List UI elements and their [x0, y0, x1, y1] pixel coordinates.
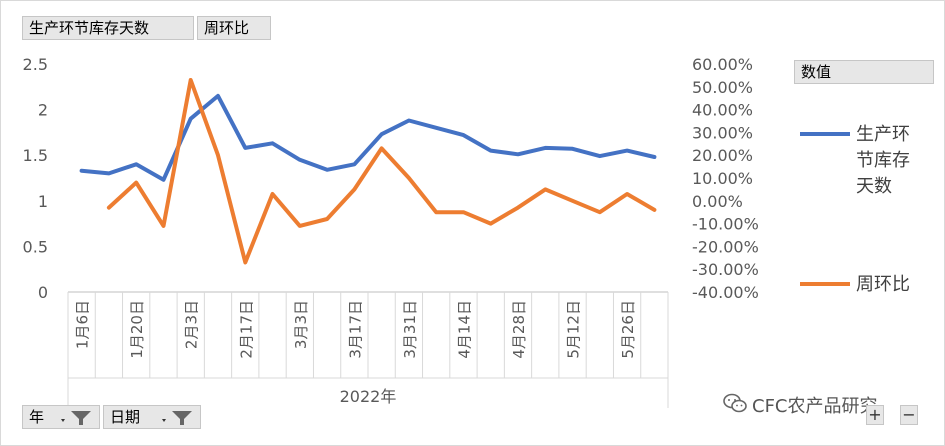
legend-title: 数值 — [794, 60, 934, 84]
collapse-field-button[interactable]: − — [900, 405, 918, 425]
series-1-point — [325, 168, 329, 172]
series-1-point — [461, 133, 465, 137]
legend-label-series-1: 生产环 — [856, 124, 910, 145]
series-1-point — [161, 178, 165, 182]
y-right-tick-label: 20.00% — [692, 146, 753, 165]
series-2-point — [407, 176, 411, 180]
series-1-point — [571, 147, 575, 151]
x-tick-label: 3月3日 — [292, 300, 310, 349]
row-field-date-label: 日期 — [110, 408, 141, 426]
series-2-point — [543, 187, 547, 191]
series-lines — [79, 78, 657, 265]
y-left-tick-label: 2.5 — [23, 55, 48, 74]
series-1-point — [543, 146, 547, 150]
series-1-point — [134, 162, 138, 166]
x-axis: 1月6日 1月20日 2月3日 2月17日 3月3日 3月17日 3月31日 4月14日 4月2… — [67, 291, 669, 408]
x-tick-label: 4月14日 — [455, 300, 473, 359]
row-field-button-date[interactable]: 日期 — [103, 405, 201, 429]
y-right-tick-label: 0.00% — [692, 192, 743, 211]
series-2-point — [461, 210, 465, 214]
row-field-button-year[interactable]: 年 — [22, 405, 100, 429]
series-2-point — [243, 260, 247, 264]
series-2-point — [380, 146, 384, 150]
right-y-axis: -40.00% -30.00% -20.00% -10.00% 0.00% 10.00% 2… — [692, 55, 759, 302]
series-1-point — [352, 162, 356, 166]
y-left-tick-label: 0 — [38, 283, 48, 302]
x-tick-label: 2月17日 — [237, 300, 255, 359]
x-tick-label: 4月28日 — [510, 300, 528, 359]
series-2-point — [107, 206, 111, 210]
series-1-point — [489, 149, 493, 153]
value-field-button-wow[interactable]: 周环比 — [197, 16, 271, 40]
legend-label-series-2: 周环比 — [856, 274, 910, 295]
wechat-icon — [723, 393, 747, 413]
watermark-text: CFC农产品研究 — [752, 396, 878, 417]
y-right-tick-label: 40.00% — [692, 101, 753, 120]
y-right-tick-label: 50.00% — [692, 78, 753, 97]
y-right-tick-label: -20.00% — [692, 237, 759, 256]
series-1-point — [625, 149, 629, 153]
series-2-point — [489, 222, 493, 226]
series-1-point — [380, 132, 384, 136]
x-tick-label: 1月20日 — [128, 300, 146, 359]
series-1-point — [652, 155, 656, 159]
row-field-year-label: 年 — [29, 408, 45, 426]
left-y-axis: 0 0.5 1 1.5 2 2.5 — [23, 55, 48, 302]
series-2-point — [434, 210, 438, 214]
y-right-tick-label: 30.00% — [692, 123, 753, 142]
expand-field-button[interactable]: + — [866, 405, 884, 425]
series-1-point — [107, 171, 111, 175]
y-right-tick-label: -40.00% — [692, 283, 759, 302]
series-2-point — [516, 206, 520, 210]
series-1-point — [216, 94, 220, 98]
y-left-tick-label: 0.5 — [23, 237, 48, 256]
series-1-point — [434, 126, 438, 130]
filter-dropdown-icon[interactable] — [156, 409, 196, 427]
series-1-point — [80, 169, 84, 173]
series-2-point — [298, 224, 302, 228]
y-left-tick-label: 1.5 — [23, 146, 48, 165]
y-left-tick-label: 2 — [38, 101, 48, 120]
legend-label-series-1: 天数 — [856, 176, 892, 197]
y-right-tick-label: -10.00% — [692, 215, 759, 234]
series-2-point — [161, 224, 165, 228]
x-tick-label: 3月17日 — [346, 300, 364, 359]
series-2-point — [271, 192, 275, 196]
series-line-2 — [106, 78, 657, 265]
filter-dropdown-icon[interactable] — [55, 409, 95, 427]
series-1-point — [243, 146, 247, 150]
y-left-tick-label: 1 — [38, 192, 48, 211]
value-field-button-inventory-days[interactable]: 生产环节库存天数 — [22, 16, 194, 40]
x-group-label: 2022年 — [340, 387, 397, 406]
x-tick-label: 2月3日 — [183, 300, 201, 349]
series-1-point — [407, 119, 411, 123]
series-2-point — [598, 210, 602, 214]
x-tick-label: 5月26日 — [619, 300, 637, 359]
x-tick-label: 3月31日 — [401, 300, 419, 359]
series-2-point — [352, 187, 356, 191]
series-1-point — [189, 117, 193, 121]
y-right-tick-label: -30.00% — [692, 260, 759, 279]
series-1-point — [271, 141, 275, 145]
y-right-tick-label: 60.00% — [692, 55, 753, 74]
series-2-point — [625, 192, 629, 196]
y-right-tick-label: 10.00% — [692, 169, 753, 188]
series-2-point — [325, 217, 329, 221]
series-2-point — [652, 208, 656, 212]
x-tick-label: 1月6日 — [74, 300, 92, 349]
series-1-point — [298, 158, 302, 162]
legend-label-series-1: 节库存 — [856, 150, 910, 171]
series-2-point — [216, 153, 220, 157]
series-2-point — [189, 78, 193, 82]
series-2-point — [571, 199, 575, 203]
series-1-point — [598, 154, 602, 158]
x-tick-label: 5月12日 — [565, 300, 583, 359]
series-2-point — [134, 181, 138, 185]
series-1-point — [516, 152, 520, 156]
